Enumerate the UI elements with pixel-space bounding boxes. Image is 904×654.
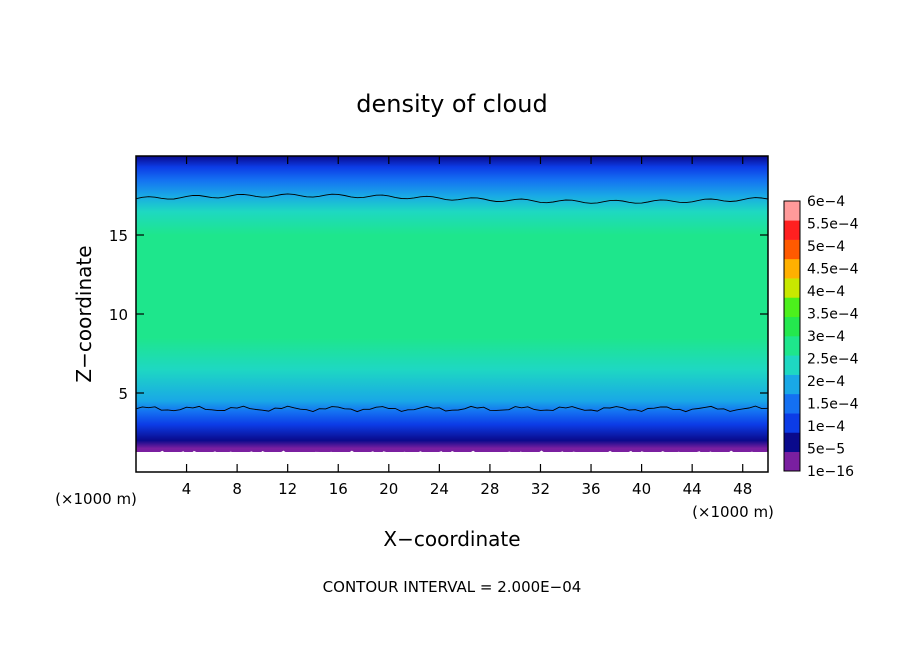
colorbar-swatch — [784, 316, 800, 337]
x-tick-label: 48 — [733, 480, 752, 498]
colorbar-swatch — [784, 336, 800, 356]
colorbar-swatch — [784, 393, 800, 414]
colorbar-swatch — [784, 278, 800, 298]
x-tick-label: 32 — [531, 480, 550, 498]
colorbar-swatch — [784, 201, 800, 221]
x-tick-label: 44 — [683, 480, 702, 498]
x-tick-label: 28 — [480, 480, 499, 498]
density-field — [136, 156, 768, 472]
colorbar-swatch — [784, 220, 800, 240]
colorbar-label: 3e−4 — [807, 329, 845, 345]
y-axis-label: Z−coordinate — [72, 245, 96, 382]
y-axis-unit: (×1000 m) — [55, 490, 137, 508]
contour-interval-footer: CONTOUR INTERVAL = 2.000E−04 — [323, 578, 582, 596]
colorbar-swatch — [784, 374, 800, 395]
colorbar-label: 1e−4 — [807, 419, 845, 435]
colorbar-label: 1e−16 — [807, 464, 854, 480]
x-tick-label: 12 — [278, 480, 297, 498]
colorbar-label: 6e−4 — [807, 194, 845, 210]
x-axis-unit: (×1000 m) — [692, 503, 774, 521]
y-tick-label: 5 — [118, 385, 128, 403]
contour-line — [136, 193, 768, 204]
colorbar-label: 3.5e−4 — [807, 307, 859, 323]
colorbar-label: 4.5e−4 — [807, 262, 859, 278]
colorbar-label: 5e−5 — [807, 442, 845, 458]
colorbar-label: 5e−4 — [807, 239, 845, 255]
x-tick-label: 16 — [329, 480, 348, 498]
y-tick-label: 15 — [109, 227, 128, 245]
plot-area — [136, 156, 768, 472]
colorbar-swatch — [784, 355, 800, 375]
contour-line — [136, 405, 768, 413]
x-tick-label: 40 — [632, 480, 651, 498]
colorbar-label: 2.5e−4 — [807, 352, 859, 368]
colorbar: 1e−16 5e−5 1e−4 1.5e−4 2e−4 2.5e−4 3e−4 3.5e−4 4… — [783, 194, 859, 480]
colorbar-label: 1.5e−4 — [807, 397, 859, 413]
colorbar-swatch — [784, 258, 800, 279]
y-tick-label: 10 — [109, 306, 128, 324]
colorbar-swatch — [784, 451, 800, 472]
colorbar-swatch — [784, 413, 800, 433]
colorbar-swatch — [784, 432, 800, 453]
colorbar-swatch — [784, 297, 800, 318]
x-tick-label: 20 — [379, 480, 398, 498]
contour-lines — [136, 193, 768, 413]
colorbar-label: 2e−4 — [807, 374, 845, 390]
x-tick-label: 36 — [581, 480, 600, 498]
colorbar-swatch — [784, 239, 800, 260]
ground-edge — [136, 450, 768, 472]
colorbar-frame — [783, 200, 801, 472]
x-axis-ticks: 4 8 12 16 20 24 28 32 36 40 44 48 — [182, 156, 752, 498]
colorbar-label: 5.5e−4 — [807, 217, 859, 233]
x-axis-label: X−coordinate — [383, 527, 520, 551]
x-tick-label: 4 — [182, 480, 192, 498]
y-axis-ticks: 5 10 15 — [109, 227, 768, 403]
chart-title: density of cloud — [356, 90, 547, 118]
colorbar-label: 4e−4 — [807, 284, 845, 300]
x-tick-label: 24 — [430, 480, 449, 498]
x-tick-label: 8 — [232, 480, 242, 498]
